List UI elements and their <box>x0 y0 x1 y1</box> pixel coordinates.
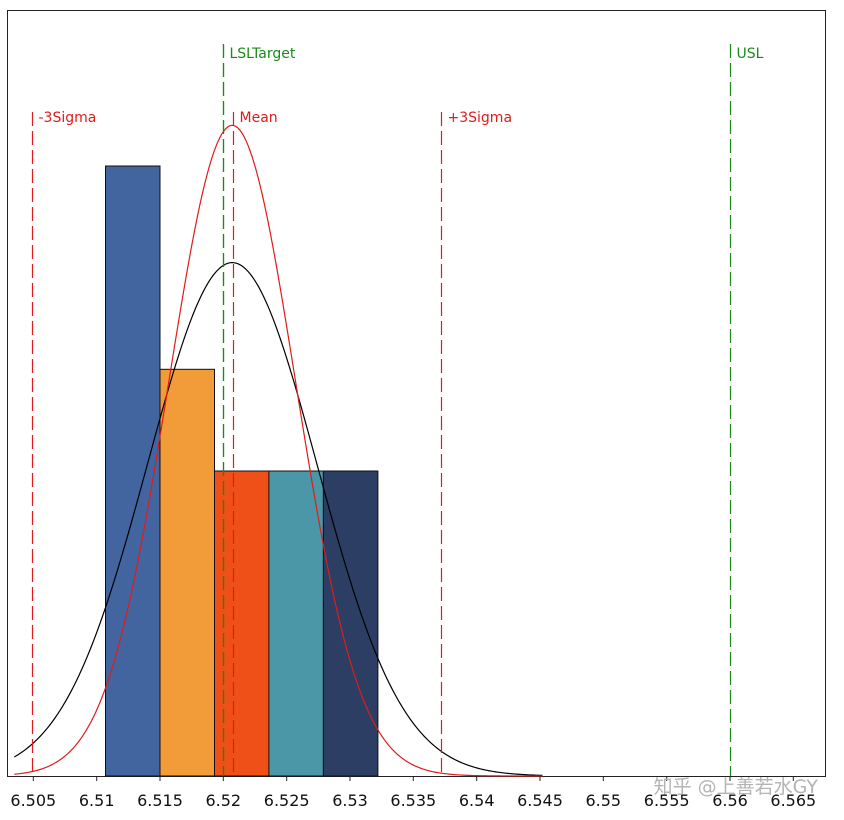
x-tick-label: 6.54 <box>459 791 495 810</box>
x-tick-label: 6.525 <box>264 791 310 810</box>
ref-label--3sigma: +3Sigma <box>448 110 513 126</box>
x-axis-ticks: 6.505 6.51 6.515 6.52 6.525 6.53 6.535 6.54 6.54… <box>10 776 816 810</box>
x-tick-label: 6.565 <box>770 791 816 810</box>
histogram-bar-3 <box>214 470 270 777</box>
x-tick-label: 6.515 <box>137 791 183 810</box>
x-tick-label: 6.545 <box>517 791 563 810</box>
reference-lines: LSLTarget USL -3Sigma Mean +3Sigma <box>31 44 764 776</box>
x-tick-label: 6.52 <box>205 791 241 810</box>
ref-label-mean: Mean <box>240 110 278 126</box>
distribution-curves <box>14 124 543 777</box>
ref-label-target: LSLTarget <box>230 46 296 62</box>
watermark: 知乎 @上善若水GY <box>654 776 819 798</box>
overall-normal-curve <box>14 261 543 776</box>
ref-label--3sigma: -3Sigma <box>39 110 97 126</box>
x-tick-label: 6.555 <box>644 791 690 810</box>
x-tick-label: 6.53 <box>332 791 368 810</box>
x-tick-label: 6.535 <box>390 791 436 810</box>
x-tick-label: 6.56 <box>712 791 748 810</box>
histogram-bar-1 <box>105 165 161 777</box>
histogram-bar-2 <box>159 368 215 777</box>
histogram-bar-4 <box>268 470 324 777</box>
x-tick-label: 6.51 <box>79 791 115 810</box>
x-tick-label: 6.505 <box>10 791 56 810</box>
within-normal-curve <box>14 124 543 777</box>
ref-label-usl: USL <box>737 46 764 62</box>
x-tick-label: 6.55 <box>585 791 621 810</box>
